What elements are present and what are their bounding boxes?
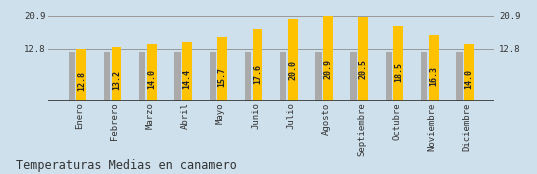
Bar [288,19,297,101]
Bar [464,44,474,101]
Bar [394,26,403,101]
Bar [323,16,333,101]
Bar [104,52,110,101]
Bar [69,52,75,101]
Text: 14.4: 14.4 [183,69,192,89]
Bar [351,52,357,101]
Bar [245,52,251,101]
Text: 20.5: 20.5 [359,59,368,79]
Bar [112,47,121,101]
Bar [386,52,392,101]
Text: 17.6: 17.6 [253,64,262,84]
Bar [315,52,322,101]
Text: 13.2: 13.2 [112,70,121,90]
Bar [280,52,286,101]
Bar [139,52,146,101]
Text: 20.9: 20.9 [323,59,332,79]
Bar [456,52,462,101]
Bar [358,17,368,101]
Text: 16.3: 16.3 [429,66,438,86]
Bar [421,52,427,101]
Text: 15.7: 15.7 [217,67,227,87]
Text: 12.8: 12.8 [77,71,86,91]
Text: Temperaturas Medias en canamero: Temperaturas Medias en canamero [16,159,237,172]
Text: 20.0: 20.0 [288,60,297,80]
Bar [217,37,227,101]
Text: 14.0: 14.0 [465,69,473,89]
Bar [175,52,180,101]
Bar [209,52,216,101]
Text: 18.5: 18.5 [394,62,403,82]
Bar [76,49,86,101]
Bar [252,29,263,101]
Bar [429,35,439,101]
Bar [182,42,192,101]
Bar [147,44,157,101]
Text: 14.0: 14.0 [147,69,156,89]
